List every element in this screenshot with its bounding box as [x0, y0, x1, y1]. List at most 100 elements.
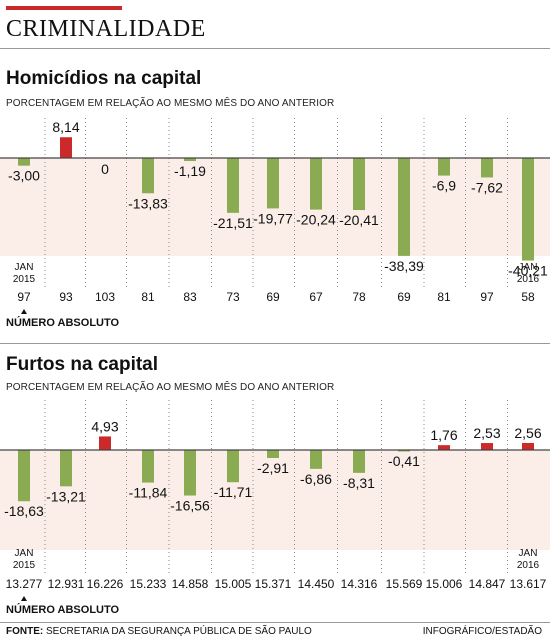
value-label: 1,76 — [430, 427, 457, 443]
value-label: -8,31 — [343, 475, 375, 491]
bar — [142, 450, 154, 483]
absolute-value: 78 — [352, 290, 366, 304]
start-month-label: JAN — [15, 548, 34, 559]
bar — [481, 443, 493, 450]
value-label: -11,84 — [129, 485, 168, 501]
bar — [310, 158, 322, 210]
value-label: 2,53 — [473, 425, 500, 441]
credit: INFOGRÁFICO/ESTADÃO — [422, 626, 542, 637]
absolute-value: 13.617 — [510, 577, 547, 591]
value-label: -11,71 — [214, 484, 253, 500]
footer-rule — [0, 622, 550, 623]
absolute-value: 73 — [226, 290, 240, 304]
end-month-label: JAN — [519, 548, 538, 559]
chart-homicidios: -3,008,140-13,83-1,19-21,51 -19,77 -20,24-… — [0, 118, 550, 329]
title-rule — [0, 48, 550, 49]
section-rule — [0, 343, 550, 344]
value-label: 4,93 — [91, 418, 118, 434]
bar — [522, 442, 534, 450]
absolute-value: 67 — [309, 290, 323, 304]
bar — [18, 158, 30, 166]
chart-subtitle-homicidios: PORCENTAGEM EM RELAÇÃO AO MESMO MÊS DO A… — [6, 98, 335, 109]
bar — [60, 137, 72, 158]
value-label: -16,56 — [170, 498, 210, 514]
bar — [267, 450, 279, 459]
value-label: -2,91 — [257, 460, 289, 476]
start-year-label: 2015 — [13, 560, 36, 571]
value-label: -6,86 — [300, 471, 332, 487]
pointer-arrow-icon — [21, 596, 27, 601]
chart-title-furtos: Furtos na capital — [6, 354, 159, 375]
absolute-value: 81 — [437, 290, 451, 304]
value-label: 0 — [101, 161, 109, 177]
bar — [353, 158, 365, 211]
bar — [267, 158, 279, 209]
absolute-value: 14.858 — [172, 577, 209, 591]
absolute-value: 15.371 — [255, 577, 292, 591]
value-label: 2,56 — [514, 425, 541, 441]
bar — [18, 450, 30, 502]
absolute-number-label: NÚMERO ABSOLUTO — [6, 316, 120, 329]
bar — [184, 158, 196, 162]
bar — [398, 450, 410, 452]
value-label: -13,21 — [46, 488, 86, 504]
absolute-value: 15.005 — [215, 577, 252, 591]
value-label: -6,9 — [432, 178, 456, 194]
absolute-value: 58 — [521, 290, 535, 304]
chart-subtitle-furtos: PORCENTAGEM EM RELAÇÃO AO MESMO MÊS DO A… — [6, 382, 335, 393]
absolute-value: 93 — [59, 290, 73, 304]
absolute-value: 14.450 — [298, 577, 335, 591]
accent-bar — [6, 6, 122, 10]
absolute-value: 15.006 — [426, 577, 463, 591]
absolute-value: 97 — [17, 290, 31, 304]
value-label: -18,63 — [4, 503, 44, 519]
start-year-label: 2015 — [13, 274, 36, 285]
absolute-value: 14.847 — [469, 577, 506, 591]
absolute-number-label: NÚMERO ABSOLUTO — [6, 603, 120, 616]
value-label: -1,19 — [174, 163, 206, 179]
value-label: -20,41 — [339, 212, 379, 228]
bar — [60, 450, 72, 487]
bar — [310, 450, 322, 469]
source-label: FONTE: — [6, 626, 44, 637]
end-month-label: JAN — [519, 262, 538, 273]
absolute-value: 13.277 — [6, 577, 43, 591]
absolute-value: 15.233 — [130, 577, 167, 591]
value-label: -0,41 — [388, 453, 420, 469]
bar — [142, 158, 154, 194]
absolute-value: 14.316 — [341, 577, 378, 591]
bar — [184, 450, 196, 496]
absolute-value: 15.569 — [386, 577, 423, 591]
absolute-value: 103 — [95, 290, 115, 304]
chart-title-homicidios: Homicídios na capital — [6, 68, 202, 89]
bar — [398, 158, 410, 256]
bar — [438, 445, 450, 450]
section-title: CRIMINALIDADE — [6, 16, 206, 42]
bar — [481, 158, 493, 178]
absolute-value: 12.931 — [48, 577, 85, 591]
absolute-value: 83 — [183, 290, 197, 304]
bar — [353, 450, 365, 473]
absolute-value: 69 — [266, 290, 280, 304]
value-label: 8,14 — [52, 119, 79, 135]
negative-band — [0, 450, 550, 550]
value-label: -20,24 — [296, 212, 336, 228]
source-text: SECRETARIA DA SEGURANÇA PÚBLICA DE SÃO P… — [46, 626, 312, 637]
end-year-label: 2016 — [517, 274, 540, 285]
value-label: -19,77 — [253, 210, 293, 226]
bar — [227, 158, 239, 213]
value-label: -7,62 — [471, 179, 503, 195]
pointer-arrow-icon — [21, 309, 27, 314]
source-note: FONTE: SECRETARIA DA SEGURANÇA PÚBLICA D… — [6, 626, 312, 637]
value-label: -21,51 — [213, 215, 253, 231]
value-label: -38,39 — [384, 258, 424, 274]
absolute-value: 16.226 — [87, 577, 124, 591]
chart-furtos: -18,63-13,214,93-11,84-16,56-11,71-2,91-… — [0, 400, 550, 616]
value-label: -13,83 — [128, 195, 168, 211]
value-label: -40,21 — [508, 263, 548, 279]
bar — [522, 158, 534, 261]
absolute-value: 69 — [397, 290, 411, 304]
bar — [438, 158, 450, 176]
start-month-label: JAN — [15, 262, 34, 273]
absolute-value: 97 — [480, 290, 494, 304]
